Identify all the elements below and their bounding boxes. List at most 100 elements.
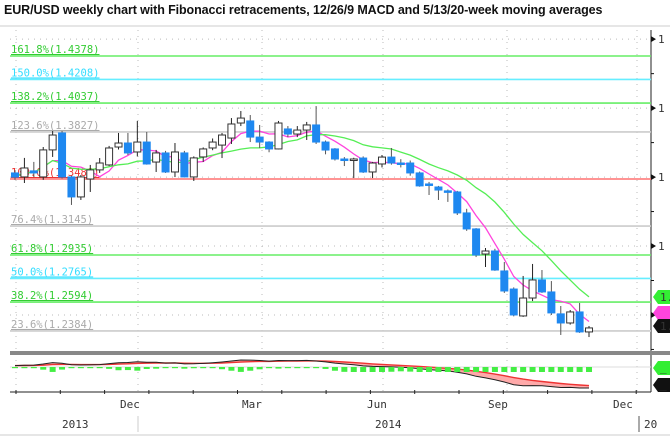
candle-body	[302, 124, 311, 131]
macd-histogram-bar	[256, 367, 263, 370]
fib-label: 50.0%(1.2765)	[11, 266, 93, 278]
candle-body	[48, 134, 57, 151]
macd-line	[14, 359, 589, 389]
macd-histogram-bar	[59, 367, 66, 370]
candle-body	[199, 148, 208, 158]
macd-histogram-bar	[350, 367, 357, 372]
candle-body	[189, 157, 198, 178]
macd-histogram-bar	[247, 367, 254, 371]
candle-body	[133, 141, 142, 153]
macd-histogram-bar	[520, 367, 527, 372]
macd-histogram-bar	[435, 367, 442, 372]
fib-label: 100.0%(1.3486)	[11, 167, 100, 179]
price-tag-label: 1.	[660, 291, 670, 304]
y-tick-label: 1	[658, 171, 665, 184]
macd-histogram-bar	[209, 367, 216, 369]
macd-histogram-bar	[322, 367, 329, 369]
candle-body	[330, 148, 339, 160]
candle-body	[434, 186, 443, 191]
macd-tag	[653, 361, 670, 375]
macd-histogram-bar	[482, 367, 489, 372]
macd-histogram-bar	[331, 367, 338, 371]
candle-body	[20, 167, 29, 178]
candle-body	[105, 147, 114, 166]
macd-histogram-bar	[49, 367, 56, 372]
macd-histogram-bar	[219, 367, 226, 370]
macd-histogram-bar	[134, 367, 141, 371]
macd-histogram-bar	[96, 367, 103, 369]
candle-body	[396, 162, 405, 166]
macd-histogram-bar	[426, 367, 433, 372]
macd-histogram-bar	[162, 367, 169, 369]
macd-histogram-bar	[407, 367, 414, 372]
y-tick-arrow-icon	[651, 243, 656, 250]
candle-body	[170, 151, 179, 173]
candle-body	[246, 120, 255, 138]
fib-label: 161.8%(1.4378)	[11, 44, 100, 56]
candle-body	[472, 228, 481, 256]
candle-body	[387, 156, 396, 164]
candle-body	[218, 134, 227, 146]
candle-body	[29, 170, 38, 174]
macd-histogram-bar	[171, 367, 178, 369]
candle-body	[123, 142, 132, 154]
candle-body	[161, 152, 170, 173]
candle-body	[359, 157, 368, 173]
candle-body	[67, 176, 76, 198]
x-month-label: Dec	[613, 398, 633, 411]
fib-label: 150.0%(1.4208)	[11, 67, 100, 79]
macd-histogram-bar	[21, 367, 28, 369]
candle-body	[86, 169, 95, 180]
candle-body	[265, 141, 274, 150]
price-tag	[653, 319, 670, 333]
macd-histogram-bar	[181, 367, 188, 369]
x-month-label: Dec	[120, 398, 140, 411]
candle-body	[321, 141, 330, 151]
candle-body	[227, 123, 236, 139]
macd-histogram-bar	[341, 367, 348, 372]
y-tick-label: 1	[658, 102, 665, 115]
macd-tag-label: _	[660, 361, 667, 374]
x-month-label: Sep	[488, 398, 508, 411]
macd-histogram-bar	[190, 367, 197, 369]
candle-body	[39, 149, 48, 178]
candle-body	[11, 172, 19, 178]
candle-body	[377, 156, 386, 165]
macd-histogram-bar	[397, 367, 404, 372]
macd-histogram-bar	[68, 367, 75, 369]
macd-histogram-bar	[501, 367, 508, 372]
macd-histogram-bar	[87, 367, 94, 369]
macd-histogram-bar	[143, 367, 150, 369]
candle-body	[490, 250, 499, 271]
price-tag	[653, 306, 670, 320]
candle-body	[312, 124, 321, 143]
candle-body	[425, 183, 434, 186]
macd-histogram-bar	[294, 367, 301, 369]
candle-body	[255, 136, 264, 143]
y-tick-arrow-icon	[651, 174, 656, 181]
macd-histogram-bar	[275, 367, 282, 369]
macd-histogram-bar	[388, 367, 395, 372]
macd-histogram-bar	[557, 367, 564, 372]
macd-histogram-bar	[473, 367, 480, 372]
macd-histogram-bar	[106, 367, 113, 369]
macd-histogram-bar	[454, 367, 461, 372]
x-year-label: 2014	[375, 418, 402, 431]
macd-histogram-bar	[529, 367, 536, 372]
macd-histogram-bar	[200, 367, 207, 369]
y-tick-arrow-icon	[651, 105, 656, 112]
candle-body	[528, 279, 537, 299]
candle-body	[274, 122, 283, 150]
macd-histogram-bar	[538, 367, 545, 372]
macd-histogram-bar	[548, 367, 555, 372]
y-tick-label: 1	[658, 33, 665, 46]
panel-divider	[10, 351, 670, 355]
x-month-label: Jun	[367, 398, 387, 411]
candle-body	[462, 212, 471, 230]
candle-body	[547, 291, 556, 314]
macd-histogram-bar	[228, 367, 235, 371]
y-tick-arrow-icon	[651, 36, 656, 43]
macd-histogram-bar	[237, 367, 244, 372]
